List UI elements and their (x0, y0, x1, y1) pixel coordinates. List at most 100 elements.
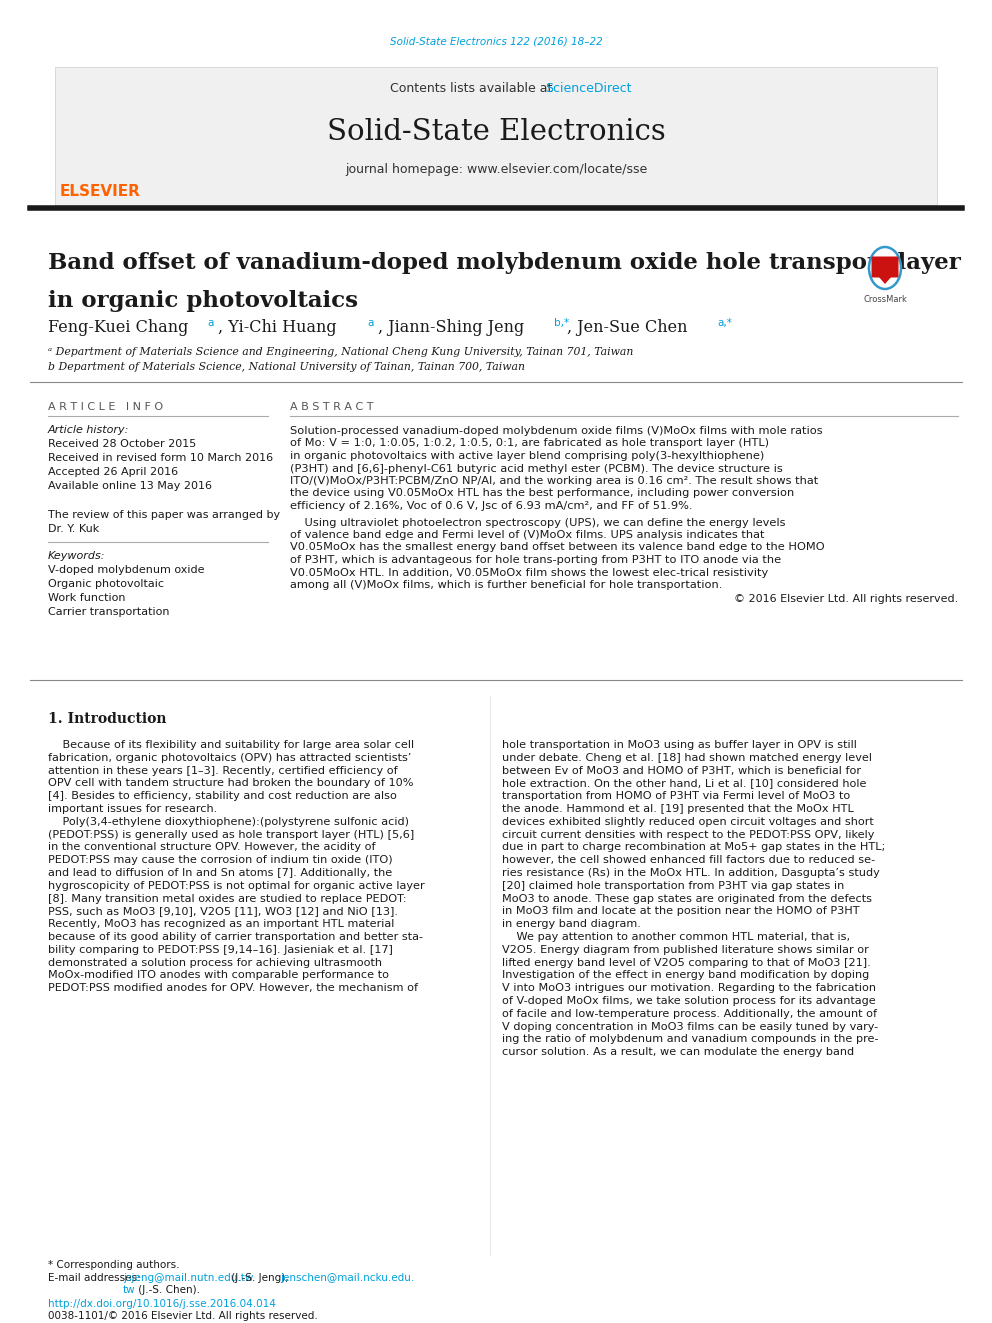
Text: among all (V)MoOx films, which is further beneficial for hole transportation.: among all (V)MoOx films, which is furthe… (290, 579, 722, 590)
Text: b,*: b,* (554, 318, 569, 328)
Text: OPV cell with tandem structure had broken the boundary of 10%: OPV cell with tandem structure had broke… (48, 778, 414, 789)
Text: Available online 13 May 2016: Available online 13 May 2016 (48, 482, 212, 491)
Text: Carrier transportation: Carrier transportation (48, 607, 170, 617)
Text: PEDOT:PSS modified anodes for OPV. However, the mechanism of: PEDOT:PSS modified anodes for OPV. Howev… (48, 983, 418, 994)
Text: 1. Introduction: 1. Introduction (48, 712, 167, 726)
Text: in organic photovoltaics: in organic photovoltaics (48, 290, 358, 312)
Text: a,*: a,* (717, 318, 732, 328)
Text: V-doped molybdenum oxide: V-doped molybdenum oxide (48, 565, 204, 576)
Text: 0038-1101/© 2016 Elsevier Ltd. All rights reserved.: 0038-1101/© 2016 Elsevier Ltd. All right… (48, 1311, 317, 1320)
Text: of V-doped MoOx films, we take solution process for its advantage: of V-doped MoOx films, we take solution … (502, 996, 876, 1005)
Text: ScienceDirect: ScienceDirect (545, 82, 632, 94)
Text: Solid-State Electronics 122 (2016) 18–22: Solid-State Electronics 122 (2016) 18–22 (390, 37, 602, 48)
Text: in the conventional structure OPV. However, the acidity of: in the conventional structure OPV. Howev… (48, 843, 376, 852)
Text: V doping concentration in MoO3 films can be easily tuned by vary-: V doping concentration in MoO3 films can… (502, 1021, 878, 1032)
Text: a: a (207, 318, 213, 328)
Text: of valence band edge and Fermi level of (V)MoOx films. UPS analysis indicates th: of valence band edge and Fermi level of … (290, 531, 765, 540)
Text: b Department of Materials Science, National University of Tainan, Tainan 700, Ta: b Department of Materials Science, Natio… (48, 363, 525, 372)
Text: ITO/(V)MoOx/P3HT:PCBM/ZnO NP/Al, and the working area is 0.16 cm². The result sh: ITO/(V)MoOx/P3HT:PCBM/ZnO NP/Al, and the… (290, 476, 818, 486)
Text: fabrication, organic photovoltaics (OPV) has attracted scientists’: fabrication, organic photovoltaics (OPV)… (48, 753, 412, 763)
Text: tw: tw (123, 1285, 136, 1295)
Text: between Ev of MoO3 and HOMO of P3HT, which is beneficial for: between Ev of MoO3 and HOMO of P3HT, whi… (502, 766, 861, 775)
Text: in MoO3 film and locate at the position near the HOMO of P3HT: in MoO3 film and locate at the position … (502, 906, 860, 917)
Text: Feng-Kuei Chang: Feng-Kuei Chang (48, 319, 188, 336)
Text: Received in revised form 10 March 2016: Received in revised form 10 March 2016 (48, 452, 273, 463)
Text: of P3HT, which is advantageous for hole trans-porting from P3HT to ITO anode via: of P3HT, which is advantageous for hole … (290, 556, 781, 565)
Text: the anode. Hammond et al. [19] presented that the MoOx HTL: the anode. Hammond et al. [19] presented… (502, 804, 854, 814)
Text: ing the ratio of molybdenum and vanadium compounds in the pre-: ing the ratio of molybdenum and vanadium… (502, 1035, 879, 1044)
Text: important issues for research.: important issues for research. (48, 804, 217, 814)
Text: (P3HT) and [6,6]-phenyl-C61 butyric acid methyl ester (PCBM). The device structu: (P3HT) and [6,6]-phenyl-C61 butyric acid… (290, 463, 783, 474)
Text: We pay attention to another common HTL material, that is,: We pay attention to another common HTL m… (502, 931, 850, 942)
Text: http://dx.doi.org/10.1016/j.sse.2016.04.014: http://dx.doi.org/10.1016/j.sse.2016.04.… (48, 1299, 276, 1308)
Text: V into MoO3 intrigues our motivation. Regarding to the fabrication: V into MoO3 intrigues our motivation. Re… (502, 983, 876, 994)
Text: * Corresponding authors.: * Corresponding authors. (48, 1259, 180, 1270)
Text: [8]. Many transition metal oxides are studied to replace PEDOT:: [8]. Many transition metal oxides are st… (48, 893, 407, 904)
Text: because of its good ability of carrier transportation and better sta-: because of its good ability of carrier t… (48, 931, 423, 942)
Text: PSS, such as MoO3 [9,10], V2O5 [11], WO3 [12] and NiO [13].: PSS, such as MoO3 [9,10], V2O5 [11], WO3… (48, 906, 398, 917)
Text: Contents lists available at: Contents lists available at (390, 82, 557, 94)
Text: Because of its flexibility and suitability for large area solar cell: Because of its flexibility and suitabili… (48, 740, 414, 750)
Text: © 2016 Elsevier Ltd. All rights reserved.: © 2016 Elsevier Ltd. All rights reserved… (734, 594, 958, 605)
Text: cursor solution. As a result, we can modulate the energy band: cursor solution. As a result, we can mod… (502, 1048, 854, 1057)
Text: (J.-S. Chen).: (J.-S. Chen). (135, 1285, 200, 1295)
Text: [20] claimed hole transportation from P3HT via gap states in: [20] claimed hole transportation from P3… (502, 881, 844, 890)
Text: , Yi-Chi Huang: , Yi-Chi Huang (218, 319, 336, 336)
Text: of facile and low-temperature process. Additionally, the amount of: of facile and low-temperature process. A… (502, 1009, 877, 1019)
Text: ries resistance (Rs) in the MoOx HTL. In addition, Dasgupta’s study: ries resistance (Rs) in the MoOx HTL. In… (502, 868, 880, 878)
Text: Dr. Y. Kuk: Dr. Y. Kuk (48, 524, 99, 534)
Text: jenschen@mail.ncku.edu.: jenschen@mail.ncku.edu. (280, 1273, 415, 1283)
Text: attention in these years [1–3]. Recently, certified efficiency of: attention in these years [1–3]. Recently… (48, 766, 398, 775)
Text: of Mo: V = 1:0, 1:0.05, 1:0.2, 1:0.5, 0:1, are fabricated as hole transport laye: of Mo: V = 1:0, 1:0.05, 1:0.2, 1:0.5, 0:… (290, 438, 769, 448)
Text: demonstrated a solution process for achieving ultrasmooth: demonstrated a solution process for achi… (48, 958, 382, 967)
Text: and lead to diffusion of In and Sn atoms [7]. Additionally, the: and lead to diffusion of In and Sn atoms… (48, 868, 392, 878)
Text: efficiency of 2.16%, Voc of 0.6 V, Jsc of 6.93 mA/cm², and FF of 51.9%.: efficiency of 2.16%, Voc of 0.6 V, Jsc o… (290, 501, 692, 511)
Text: , Jen-Sue Chen: , Jen-Sue Chen (567, 319, 687, 336)
Text: V0.05MoOx HTL. In addition, V0.05MoOx film shows the lowest elec-trical resistiv: V0.05MoOx HTL. In addition, V0.05MoOx fi… (290, 568, 768, 578)
Text: under debate. Cheng et al. [18] had shown matched energy level: under debate. Cheng et al. [18] had show… (502, 753, 872, 763)
Text: A B S T R A C T: A B S T R A C T (290, 402, 374, 411)
Text: Solution-processed vanadium-doped molybdenum oxide films (V)MoOx films with mole: Solution-processed vanadium-doped molybd… (290, 426, 822, 437)
Text: Recently, MoO3 has recognized as an important HTL material: Recently, MoO3 has recognized as an impo… (48, 919, 395, 929)
Text: Organic photovoltaic: Organic photovoltaic (48, 579, 164, 589)
Text: Band offset of vanadium-doped molybdenum oxide hole transport layer: Band offset of vanadium-doped molybdenum… (48, 251, 960, 274)
Text: Keywords:: Keywords: (48, 550, 105, 561)
Ellipse shape (869, 247, 901, 288)
Text: CrossMark: CrossMark (863, 295, 907, 304)
Text: a: a (367, 318, 373, 328)
Text: in organic photovoltaics with active layer blend comprising poly(3-hexylthiophen: in organic photovoltaics with active lay… (290, 451, 764, 460)
Text: Poly(3,4-ethylene dioxythiophene):(polystyrene sulfonic acid): Poly(3,4-ethylene dioxythiophene):(polys… (48, 816, 409, 827)
Text: however, the cell showed enhanced fill factors due to reduced se-: however, the cell showed enhanced fill f… (502, 855, 875, 865)
Text: Accepted 26 April 2016: Accepted 26 April 2016 (48, 467, 179, 478)
Text: hole transportation in MoO3 using as buffer layer in OPV is still: hole transportation in MoO3 using as buf… (502, 740, 857, 750)
Text: transportation from HOMO of P3HT via Fermi level of MoO3 to: transportation from HOMO of P3HT via Fer… (502, 791, 850, 802)
Text: [4]. Besides to efficiency, stability and cost reduction are also: [4]. Besides to efficiency, stability an… (48, 791, 397, 802)
Text: devices exhibited slightly reduced open circuit voltages and short: devices exhibited slightly reduced open … (502, 816, 874, 827)
Text: PEDOT:PSS may cause the corrosion of indium tin oxide (ITO): PEDOT:PSS may cause the corrosion of ind… (48, 855, 393, 865)
Text: (PEDOT:PSS) is generally used as hole transport layer (HTL) [5,6]: (PEDOT:PSS) is generally used as hole tr… (48, 830, 415, 840)
Text: A R T I C L E   I N F O: A R T I C L E I N F O (48, 402, 163, 411)
Text: journal homepage: www.elsevier.com/locate/sse: journal homepage: www.elsevier.com/locat… (345, 164, 647, 176)
Text: (J.-S. Jeng),: (J.-S. Jeng), (228, 1273, 292, 1283)
Bar (55, 67, 937, 205)
Text: The review of this paper was arranged by: The review of this paper was arranged by (48, 509, 280, 520)
FancyBboxPatch shape (872, 257, 899, 278)
Text: due in part to charge recombination at Mo5+ gap states in the HTL;: due in part to charge recombination at M… (502, 843, 886, 852)
Text: Received 28 October 2015: Received 28 October 2015 (48, 439, 196, 448)
Text: jsjeng@mail.nutn.edu.tw: jsjeng@mail.nutn.edu.tw (123, 1273, 253, 1283)
Text: ELSEVIER: ELSEVIER (60, 184, 141, 200)
Polygon shape (878, 277, 892, 284)
Text: Using ultraviolet photoelectron spectroscopy (UPS), we can define the energy lev: Using ultraviolet photoelectron spectros… (290, 517, 786, 528)
Text: hole extraction. On the other hand, Li et al. [10] considered hole: hole extraction. On the other hand, Li e… (502, 778, 866, 789)
Text: lifted energy band level of V2O5 comparing to that of MoO3 [21].: lifted energy band level of V2O5 compari… (502, 958, 871, 967)
Text: MoOx-modified ITO anodes with comparable performance to: MoOx-modified ITO anodes with comparable… (48, 970, 389, 980)
Text: Article history:: Article history: (48, 425, 129, 435)
Text: Investigation of the effect in energy band modification by doping: Investigation of the effect in energy ba… (502, 970, 869, 980)
Text: V2O5. Energy diagram from published literature shows similar or: V2O5. Energy diagram from published lite… (502, 945, 869, 955)
Text: the device using V0.05MoOx HTL has the best performance, including power convers: the device using V0.05MoOx HTL has the b… (290, 488, 795, 499)
Text: MoO3 to anode. These gap states are originated from the defects: MoO3 to anode. These gap states are orig… (502, 893, 872, 904)
Text: Solid-State Electronics: Solid-State Electronics (326, 118, 666, 146)
Text: Work function: Work function (48, 593, 126, 603)
Text: V0.05MoOx has the smallest energy band offset between its valence band edge to t: V0.05MoOx has the smallest energy band o… (290, 542, 824, 553)
Text: ᵃ Department of Materials Science and Engineering, National Cheng Kung Universit: ᵃ Department of Materials Science and En… (48, 347, 633, 357)
